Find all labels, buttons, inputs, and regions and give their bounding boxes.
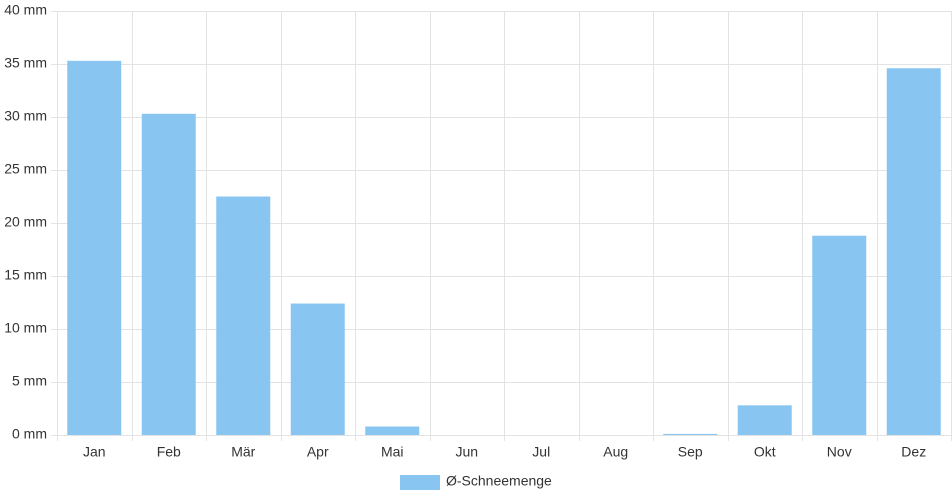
- x-tick-label: Dez: [901, 444, 926, 460]
- x-tick-label: Jan: [83, 444, 106, 460]
- bar: [141, 113, 196, 435]
- x-tick-label: Nov: [827, 444, 852, 460]
- y-tick-label: 35 mm: [4, 55, 47, 71]
- bar: [663, 433, 718, 435]
- x-tick-label: Mär: [231, 444, 255, 460]
- bar: [737, 405, 792, 435]
- x-tick-label: Aug: [603, 444, 628, 460]
- y-tick-label: 25 mm: [4, 161, 47, 177]
- bar: [290, 303, 345, 435]
- x-tick-label: Apr: [307, 444, 329, 460]
- bar: [886, 68, 941, 436]
- bar: [812, 235, 867, 435]
- legend-swatch: [400, 475, 440, 490]
- bar: [365, 426, 420, 435]
- y-tick-label: 10 mm: [4, 320, 47, 336]
- x-tick-label: Sep: [678, 444, 703, 460]
- y-tick-label: 0 mm: [12, 426, 47, 442]
- x-tick-label: Jul: [532, 444, 550, 460]
- x-tick-label: Mai: [381, 444, 404, 460]
- bar: [67, 60, 122, 435]
- x-tick-label: Feb: [157, 444, 181, 460]
- y-tick-label: 40 mm: [4, 2, 47, 18]
- y-tick-label: 15 mm: [4, 267, 47, 283]
- bar: [216, 196, 271, 435]
- x-tick-label: Okt: [754, 444, 776, 460]
- legend-label: Ø-Schneemenge: [446, 473, 552, 489]
- y-tick-label: 20 mm: [4, 214, 47, 230]
- x-tick-label: Jun: [455, 444, 478, 460]
- y-tick-label: 5 mm: [12, 373, 47, 389]
- y-tick-label: 30 mm: [4, 108, 47, 124]
